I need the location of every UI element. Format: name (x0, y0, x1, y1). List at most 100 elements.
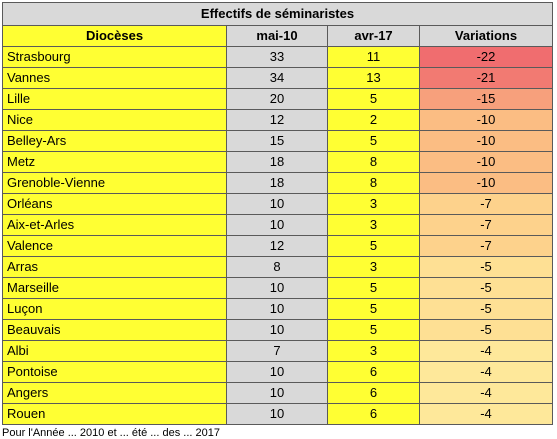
avr-17-cell: 5 (327, 277, 420, 299)
mai-10-cell: 18 (226, 172, 328, 194)
variation-cell: -10 (419, 172, 553, 194)
variation-cell: -4 (419, 382, 553, 404)
avr-17-cell: 3 (327, 214, 420, 236)
mai-10-cell: 8 (226, 256, 328, 278)
header-dioceses: Diocèses (2, 25, 227, 47)
mai-10-cell: 10 (226, 382, 328, 404)
diocese-cell: Pontoise (2, 361, 227, 383)
variation-cell: -4 (419, 340, 553, 362)
avr-17-cell: 8 (327, 172, 420, 194)
variation-cell: -10 (419, 151, 553, 173)
table-row: Beauvais 10 5 -5 (2, 319, 553, 341)
variation-cell: -4 (419, 361, 553, 383)
mai-10-cell: 12 (226, 109, 328, 131)
table-row: Rouen 10 6 -4 (2, 403, 553, 425)
table-row: Valence 12 5 -7 (2, 235, 553, 257)
avr-17-cell: 3 (327, 193, 420, 215)
table-title: Effectifs de séminaristes (2, 2, 553, 26)
header-variations: Variations (419, 25, 553, 47)
mai-10-cell: 10 (226, 361, 328, 383)
diocese-cell: Luçon (2, 298, 227, 320)
variation-cell: -5 (419, 298, 553, 320)
table-header-row: Diocèses mai-10 avr-17 Variations (2, 25, 553, 47)
variation-cell: -10 (419, 130, 553, 152)
avr-17-cell: 5 (327, 319, 420, 341)
avr-17-cell: 6 (327, 382, 420, 404)
avr-17-cell: 11 (327, 46, 420, 68)
mai-10-cell: 18 (226, 151, 328, 173)
header-mai-10: mai-10 (226, 25, 328, 47)
mai-10-cell: 15 (226, 130, 328, 152)
table-row: Lille 20 5 -15 (2, 88, 553, 110)
avr-17-cell: 3 (327, 340, 420, 362)
avr-17-cell: 5 (327, 235, 420, 257)
variation-cell: -7 (419, 235, 553, 257)
table-row: Vannes 34 13 -21 (2, 67, 553, 89)
mai-10-cell: 12 (226, 235, 328, 257)
diocese-cell: Marseille (2, 277, 227, 299)
mai-10-cell: 7 (226, 340, 328, 362)
variation-cell: -21 (419, 67, 553, 89)
diocese-cell: Valence (2, 235, 227, 257)
avr-17-cell: 5 (327, 130, 420, 152)
mai-10-cell: 34 (226, 67, 328, 89)
table-row: Aix-et-Arles 10 3 -7 (2, 214, 553, 236)
mai-10-cell: 10 (226, 298, 328, 320)
variation-cell: -4 (419, 403, 553, 425)
mai-10-cell: 10 (226, 277, 328, 299)
diocese-cell: Beauvais (2, 319, 227, 341)
diocese-cell: Angers (2, 382, 227, 404)
diocese-cell: Strasbourg (2, 46, 227, 68)
variation-cell: -5 (419, 277, 553, 299)
mai-10-cell: 10 (226, 193, 328, 215)
avr-17-cell: 2 (327, 109, 420, 131)
mai-10-cell: 10 (226, 214, 328, 236)
avr-17-cell: 8 (327, 151, 420, 173)
diocese-cell: Albi (2, 340, 227, 362)
diocese-cell: Lille (2, 88, 227, 110)
diocese-cell: Grenoble-Vienne (2, 172, 227, 194)
variation-cell: -22 (419, 46, 553, 68)
table-row: Strasbourg 33 11 -22 (2, 46, 553, 68)
mai-10-cell: 10 (226, 319, 328, 341)
diocese-cell: Metz (2, 151, 227, 173)
footnote: Pour l'Année ... 2010 et ... été ... des… (2, 427, 220, 439)
diocese-cell: Belley-Ars (2, 130, 227, 152)
avr-17-cell: 6 (327, 361, 420, 383)
table-row: Arras 8 3 -5 (2, 256, 553, 278)
diocese-cell: Vannes (2, 67, 227, 89)
diocese-cell: Rouen (2, 403, 227, 425)
variation-cell: -5 (419, 319, 553, 341)
table-row: Albi 7 3 -4 (2, 340, 553, 362)
table-row: Luçon 10 5 -5 (2, 298, 553, 320)
table-row: Angers 10 6 -4 (2, 382, 553, 404)
mai-10-cell: 10 (226, 403, 328, 425)
avr-17-cell: 3 (327, 256, 420, 278)
variation-cell: -15 (419, 88, 553, 110)
variation-cell: -7 (419, 193, 553, 215)
diocese-cell: Arras (2, 256, 227, 278)
mai-10-cell: 20 (226, 88, 328, 110)
diocese-cell: Aix-et-Arles (2, 214, 227, 236)
header-avr-17: avr-17 (327, 25, 420, 47)
table-row: Orléans 10 3 -7 (2, 193, 553, 215)
mai-10-cell: 33 (226, 46, 328, 68)
table-row: Pontoise 10 6 -4 (2, 361, 553, 383)
table-row: Metz 18 8 -10 (2, 151, 553, 173)
table-row: Belley-Ars 15 5 -10 (2, 130, 553, 152)
diocese-cell: Nice (2, 109, 227, 131)
avr-17-cell: 5 (327, 298, 420, 320)
variation-cell: -5 (419, 256, 553, 278)
table-row: Marseille 10 5 -5 (2, 277, 553, 299)
avr-17-cell: 6 (327, 403, 420, 425)
table-row: Nice 12 2 -10 (2, 109, 553, 131)
table-body: Strasbourg 33 11 -22 Vannes 34 13 -21 Lille 20 5 -1… (2, 46, 553, 425)
table-row: Grenoble-Vienne 18 8 -10 (2, 172, 553, 194)
seminarists-table: Effectifs de séminaristes Diocèses mai-1… (2, 2, 553, 425)
avr-17-cell: 5 (327, 88, 420, 110)
diocese-cell: Orléans (2, 193, 227, 215)
avr-17-cell: 13 (327, 67, 420, 89)
table-title-row: Effectifs de séminaristes (2, 2, 553, 26)
variation-cell: -10 (419, 109, 553, 131)
variation-cell: -7 (419, 214, 553, 236)
